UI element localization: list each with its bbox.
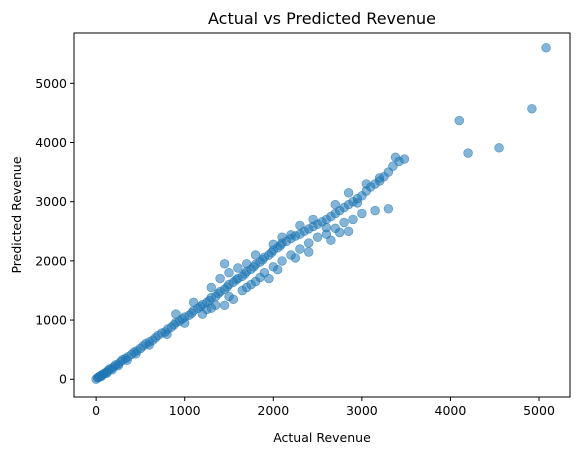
y-axis-ticks: 0 1000 2000 3000 4000 5000 <box>35 76 74 387</box>
data-point <box>219 300 230 310</box>
data-point <box>383 204 394 214</box>
data-point <box>162 329 172 339</box>
data-point <box>122 355 132 365</box>
data-point <box>370 205 380 216</box>
data-point <box>304 247 314 257</box>
data-point <box>286 230 296 240</box>
data-point <box>255 272 265 283</box>
chart-title: Actual vs Predicted Revenue <box>208 9 436 28</box>
data-point <box>361 179 371 189</box>
data-point <box>308 214 318 225</box>
data-point <box>374 173 385 183</box>
data-point <box>357 208 367 219</box>
data-point <box>339 217 349 228</box>
data-point <box>219 259 230 269</box>
data-point <box>541 43 551 53</box>
x-tick-label: 4000 <box>435 403 467 418</box>
x-tick-label: 3000 <box>346 403 378 418</box>
data-point <box>527 104 537 114</box>
data-point <box>268 239 278 250</box>
data-point <box>352 198 363 208</box>
data-point <box>215 273 225 284</box>
data-points <box>91 43 551 384</box>
data-point <box>233 263 243 273</box>
y-tick-label: 1000 <box>35 313 67 328</box>
data-point <box>144 340 155 350</box>
data-point <box>131 349 141 359</box>
data-point <box>277 232 287 242</box>
data-point <box>211 300 221 310</box>
data-point <box>250 250 261 260</box>
data-point <box>335 227 345 238</box>
data-point <box>264 273 274 284</box>
data-point <box>277 256 287 266</box>
y-tick-label: 5000 <box>35 76 67 91</box>
data-point <box>242 259 252 269</box>
y-tick-label: 0 <box>59 372 67 387</box>
data-point <box>224 268 234 278</box>
data-point <box>290 253 301 263</box>
data-point <box>312 232 323 242</box>
x-tick-label: 5000 <box>523 403 555 418</box>
data-point <box>237 285 248 296</box>
data-point <box>206 282 217 293</box>
data-point <box>246 279 256 290</box>
data-point <box>388 161 398 171</box>
data-point <box>326 235 336 245</box>
data-point <box>295 244 305 254</box>
plot-frame <box>73 32 571 398</box>
data-point <box>454 115 464 126</box>
data-point <box>343 188 354 198</box>
data-point <box>295 220 305 231</box>
y-tick-label: 4000 <box>35 135 67 150</box>
y-tick-label: 2000 <box>35 253 67 268</box>
data-point <box>273 265 283 275</box>
x-axis-label: Actual Revenue <box>273 430 371 445</box>
data-point <box>390 152 401 163</box>
data-point <box>304 238 314 248</box>
data-point <box>228 294 239 304</box>
y-axis-label: Predicted Revenue <box>9 156 24 273</box>
x-axis-ticks: 0 1000 2000 3000 4000 5000 <box>92 397 555 418</box>
y-tick-label: 3000 <box>35 194 67 209</box>
data-point <box>348 214 358 225</box>
data-point <box>188 297 199 307</box>
data-point <box>321 223 332 233</box>
x-tick-label: 0 <box>92 403 100 418</box>
data-point <box>494 143 504 153</box>
data-point <box>171 309 181 319</box>
data-point <box>96 371 107 381</box>
data-point <box>330 199 340 210</box>
data-point <box>463 148 473 158</box>
data-point <box>343 226 354 237</box>
data-point <box>180 318 190 328</box>
x-tick-label: 2000 <box>257 403 289 418</box>
x-tick-label: 1000 <box>169 403 201 418</box>
data-point <box>399 154 410 164</box>
data-point <box>202 304 212 315</box>
